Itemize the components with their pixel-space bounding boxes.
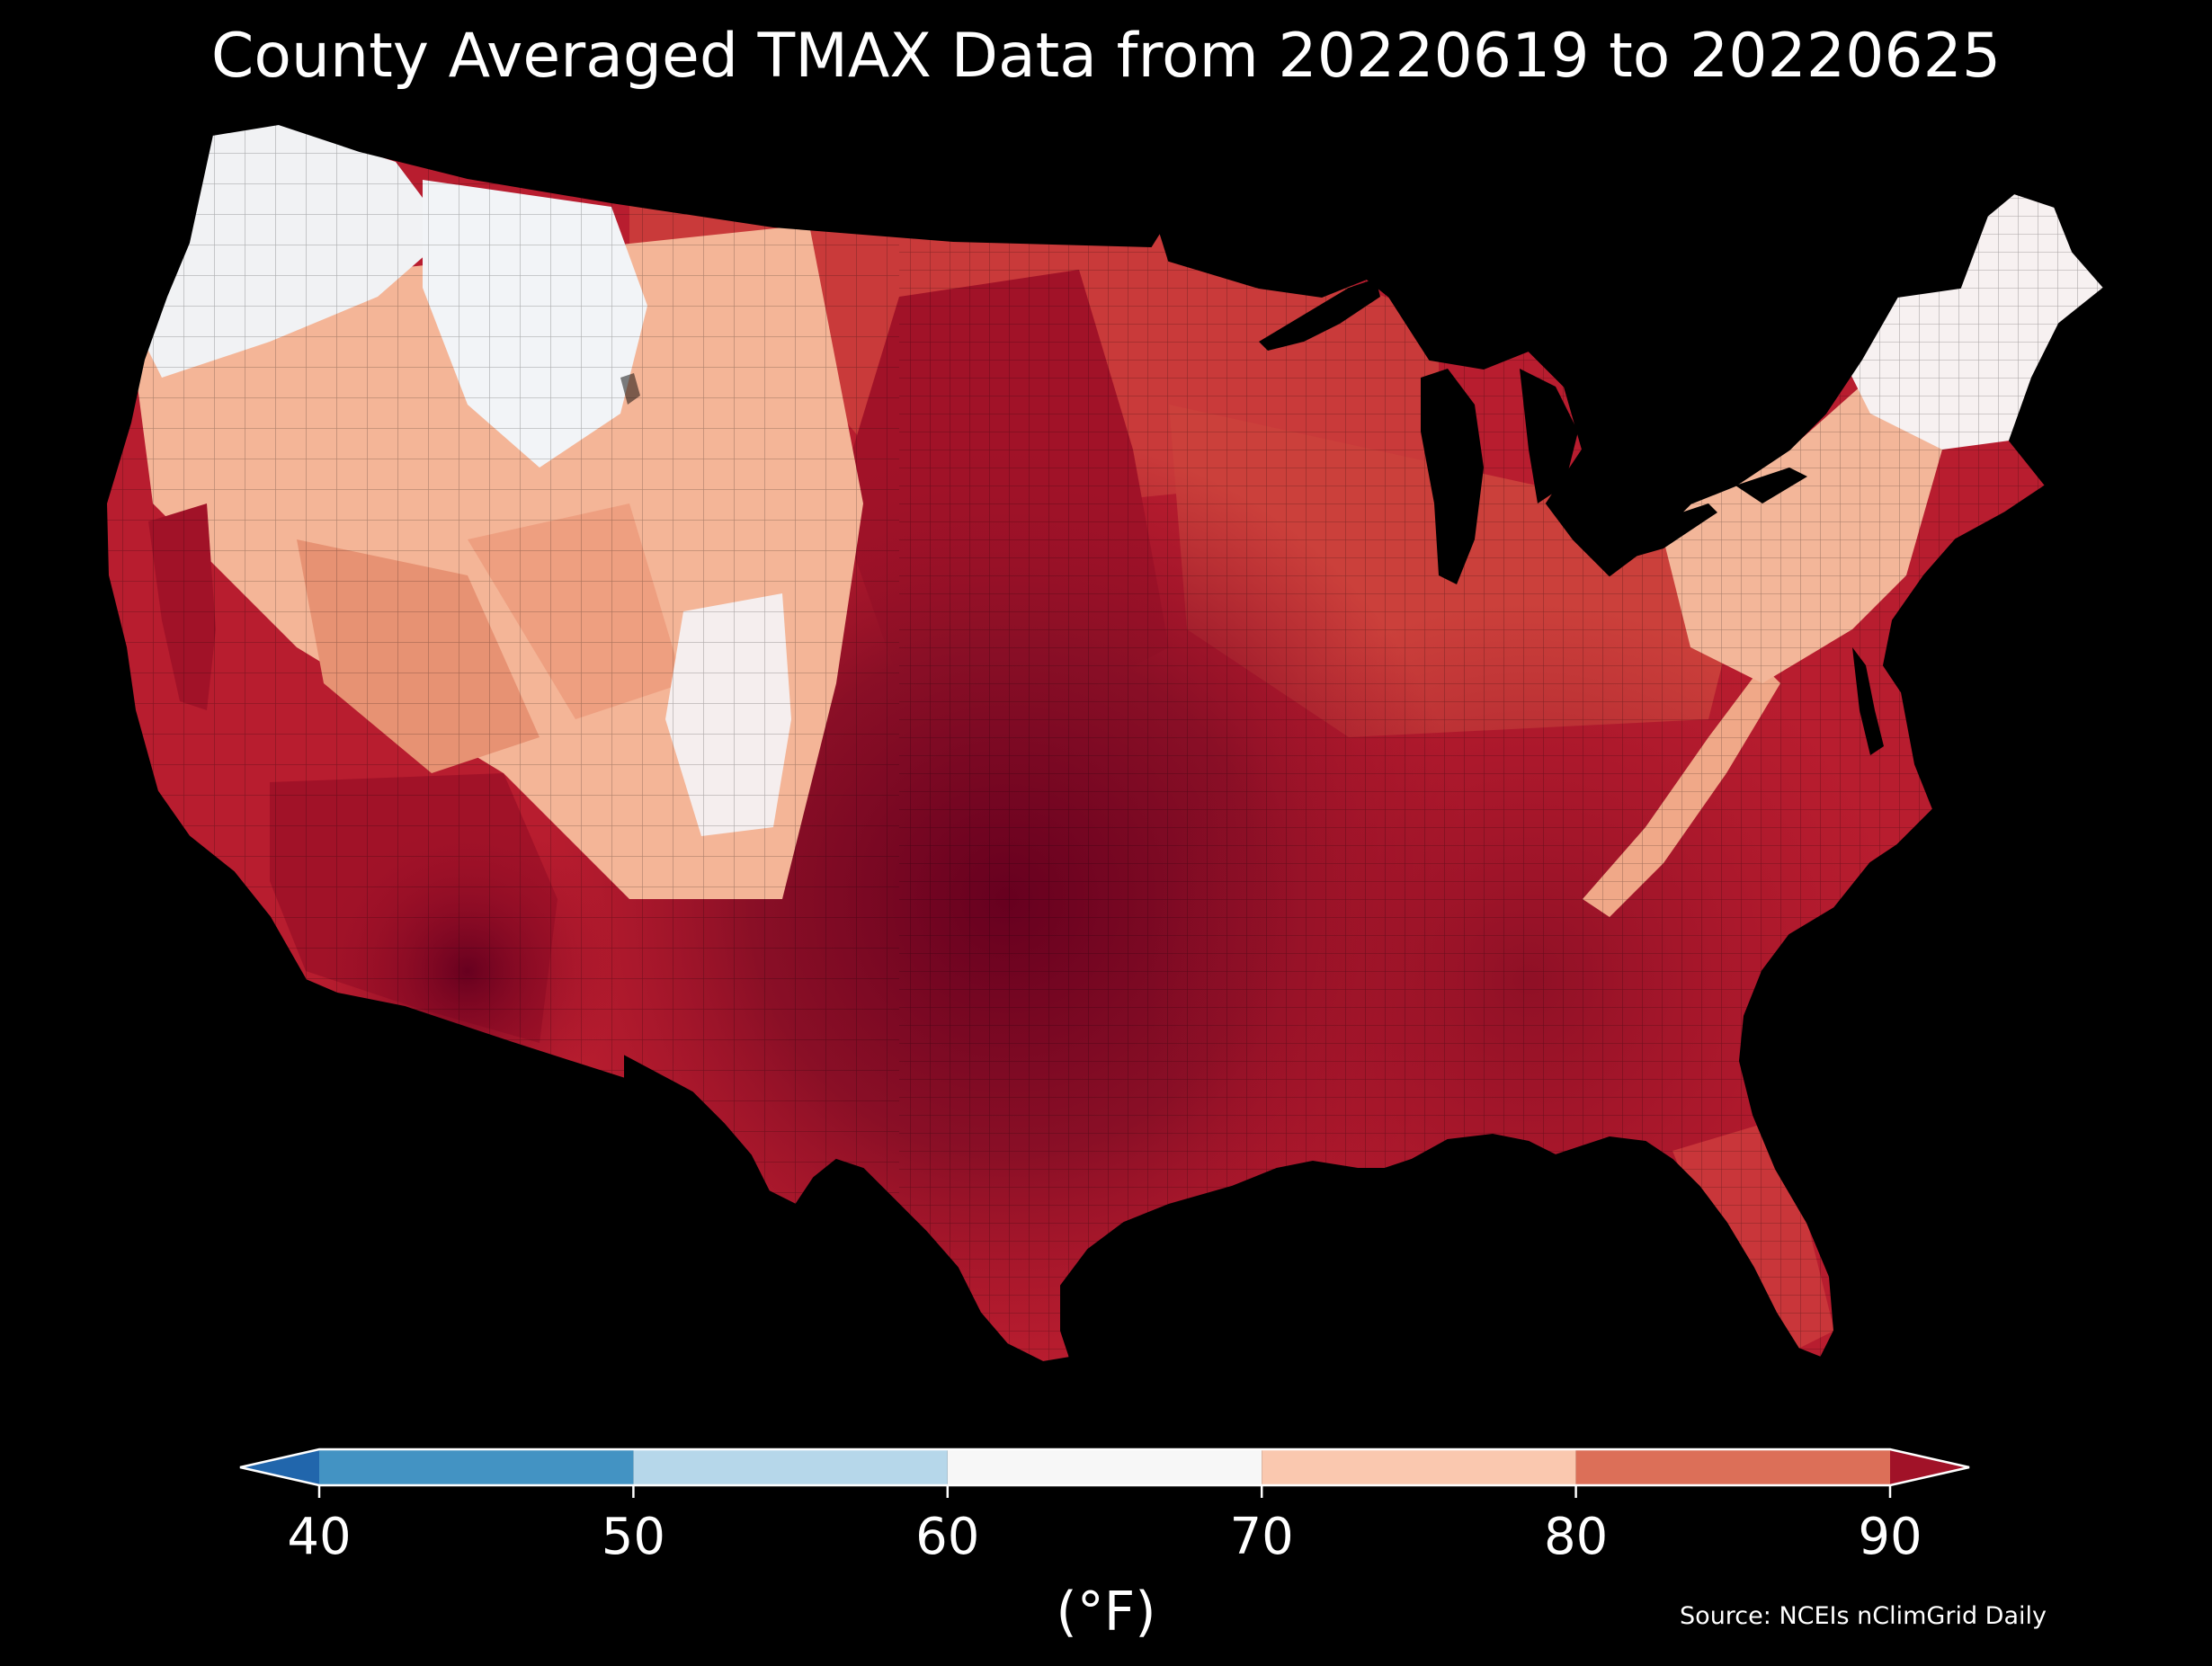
lake-erie xyxy=(1592,503,1717,566)
colorbar-tick-label: 90 xyxy=(1858,1508,1922,1566)
great-salt-lake xyxy=(620,373,640,405)
colorbar-tick-label: 80 xyxy=(1543,1508,1609,1566)
colorbar-bin-70-80 xyxy=(1262,1449,1576,1485)
colorbar-bin-60-70 xyxy=(947,1449,1262,1485)
lake-ontario xyxy=(1735,468,1807,503)
lake-michigan xyxy=(1421,369,1484,584)
colorbar-units: (°F) xyxy=(1056,1581,1156,1644)
colorbar-bin-80-90 xyxy=(1575,1449,1890,1485)
colorbar-bin-50-60 xyxy=(633,1449,948,1485)
colorbar-bin-40-50 xyxy=(319,1449,634,1485)
colorbar-over-arrow xyxy=(1890,1449,1969,1485)
colorbar-tick-label: 60 xyxy=(915,1508,980,1566)
source-note: Source: NCEIs nClimGrid Daily xyxy=(1680,1602,2047,1630)
chart-title: County Averaged TMAX Data from 20220619 … xyxy=(210,21,2002,92)
colorbar-under-arrow xyxy=(240,1449,319,1485)
colorbar-tick-label: 70 xyxy=(1229,1508,1294,1566)
lake-huron xyxy=(1520,369,1578,503)
colorbar-tick-label: 50 xyxy=(601,1508,666,1566)
lake-superior xyxy=(1259,279,1380,351)
chesapeake-bay xyxy=(1852,647,1884,755)
colorbar-tick-label: 40 xyxy=(287,1508,352,1566)
